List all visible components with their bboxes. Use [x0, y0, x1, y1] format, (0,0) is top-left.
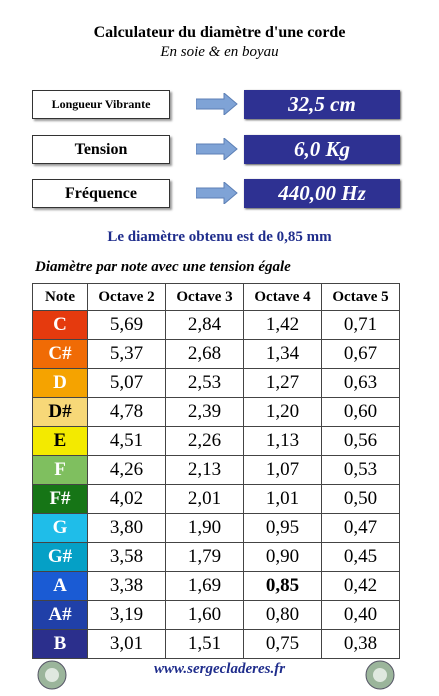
diameter-cell: 0,45 — [321, 542, 400, 572]
table-row: F# 4,02 2,01 1,01 0,50 — [32, 484, 400, 514]
input-value[interactable]: 6,0 Kg — [244, 135, 400, 164]
diameter-cell: 0,53 — [321, 455, 400, 485]
input-label: Longueur Vibrante — [32, 90, 170, 119]
table-row: G# 3,58 1,79 0,90 0,45 — [32, 542, 400, 572]
table-row: D# 4,78 2,39 1,20 0,60 — [32, 397, 400, 427]
subtitle: En soie & en boyau — [160, 44, 279, 60]
column-header: Note — [32, 283, 88, 311]
diameter-cell: 1,79 — [165, 542, 244, 572]
logo — [37, 660, 67, 690]
diameter-cell: 2,01 — [165, 484, 244, 514]
column-header: Octave 3 — [165, 283, 244, 311]
diameter-cell: 1,60 — [165, 600, 244, 630]
diameter-cell: 3,80 — [87, 513, 166, 543]
note-cell: A# — [32, 600, 88, 630]
note-cell: D — [32, 368, 88, 398]
diameter-cell: 0,75 — [243, 629, 322, 659]
diameter-cell: 5,37 — [87, 339, 166, 369]
diameter-cell: 5,69 — [87, 310, 166, 340]
table-row: A 3,38 1,69 0,85 0,42 — [32, 571, 400, 601]
diameter-cell: 1,27 — [243, 368, 322, 398]
column-header: Octave 5 — [321, 283, 400, 311]
diameter-cell: 5,07 — [87, 368, 166, 398]
input-value[interactable]: 32,5 cm — [244, 90, 400, 119]
input-label: Tension — [32, 135, 170, 164]
note-cell: A — [32, 571, 88, 601]
column-header: Octave 2 — [87, 283, 166, 311]
table-row: E 4,51 2,26 1,13 0,56 — [32, 426, 400, 456]
diameter-cell: 2,68 — [165, 339, 244, 369]
website-link[interactable]: www.sergecladeres.fr — [153, 661, 286, 677]
diameter-cell: 0,60 — [321, 397, 400, 427]
table-row: F 4,26 2,13 1,07 0,53 — [32, 455, 400, 485]
diameter-cell: 3,01 — [87, 629, 166, 659]
diameter-cell: 0,42 — [321, 571, 400, 601]
diameter-cell: 0,85 — [243, 571, 322, 601]
note-cell: E — [32, 426, 88, 456]
diameter-cell: 1,42 — [243, 310, 322, 340]
arrow — [196, 93, 238, 115]
input-label: Fréquence — [32, 179, 170, 208]
note-cell: F# — [32, 484, 88, 514]
diameter-cell: 4,02 — [87, 484, 166, 514]
diameter-cell: 2,53 — [165, 368, 244, 398]
diameter-cell: 3,58 — [87, 542, 166, 572]
diameter-cell: 0,40 — [321, 600, 400, 630]
input-value[interactable]: 440,00 Hz — [244, 179, 400, 208]
table-row: C# 5,37 2,68 1,34 0,67 — [32, 339, 400, 369]
note-cell: C — [32, 310, 88, 340]
table-title: Diamètre par note avec une tension égale — [35, 259, 291, 275]
table-row: C 5,69 2,84 1,42 0,71 — [32, 310, 400, 340]
diameter-cell: 0,38 — [321, 629, 400, 659]
diameter-table: Note Octave 2 Octave 3 Octave 4 Octave 5 C 5,6… — [32, 283, 400, 659]
diameter-cell: 2,26 — [165, 426, 244, 456]
note-cell: C# — [32, 339, 88, 369]
diameter-cell: 0,63 — [321, 368, 400, 398]
diameter-cell: 4,51 — [87, 426, 166, 456]
diameter-cell: 0,56 — [321, 426, 400, 456]
diameter-cell: 1,34 — [243, 339, 322, 369]
diameter-cell: 2,13 — [165, 455, 244, 485]
diameter-cell: 0,50 — [321, 484, 400, 514]
diameter-cell: 1,20 — [243, 397, 322, 427]
diameter-cell: 1,69 — [165, 571, 244, 601]
diameter-cell: 2,39 — [165, 397, 244, 427]
diameter-cell: 1,07 — [243, 455, 322, 485]
diameter-cell: 4,26 — [87, 455, 166, 485]
diameter-cell: 1,01 — [243, 484, 322, 514]
header-row: Note Octave 2 Octave 3 Octave 4 Octave 5 — [32, 283, 400, 311]
diameter-cell: 3,19 — [87, 600, 166, 630]
note-cell: B — [32, 629, 88, 659]
note-cell: G# — [32, 542, 88, 572]
diameter-cell: 0,47 — [321, 513, 400, 543]
column-header: Octave 4 — [243, 283, 322, 311]
diameter-cell: 0,90 — [243, 542, 322, 572]
diameter-cell: 0,71 — [321, 310, 400, 340]
logo — [365, 660, 395, 690]
table-row: G 3,80 1,90 0,95 0,47 — [32, 513, 400, 543]
diameter-cell: 1,13 — [243, 426, 322, 456]
note-cell: G — [32, 513, 88, 543]
table-row: D 5,07 2,53 1,27 0,63 — [32, 368, 400, 398]
diameter-cell: 1,51 — [165, 629, 244, 659]
diameter-cell: 2,84 — [165, 310, 244, 340]
arrow — [196, 182, 238, 204]
diameter-cell: 0,95 — [243, 513, 322, 543]
diameter-cell: 0,67 — [321, 339, 400, 369]
table-row: B 3,01 1,51 0,75 0,38 — [32, 629, 400, 659]
table-row: A# 3,19 1,60 0,80 0,40 — [32, 600, 400, 630]
result: Le diamètre obtenu est de 0,85 mm — [107, 229, 332, 245]
note-cell: F — [32, 455, 88, 485]
diameter-cell: 4,78 — [87, 397, 166, 427]
diameter-cell: 1,90 — [165, 513, 244, 543]
note-cell: D# — [32, 397, 88, 427]
arrow — [196, 138, 238, 160]
diameter-cell: 3,38 — [87, 571, 166, 601]
diameter-cell: 0,80 — [243, 600, 322, 630]
title: Calculateur du diamètre d'une corde — [93, 24, 346, 41]
